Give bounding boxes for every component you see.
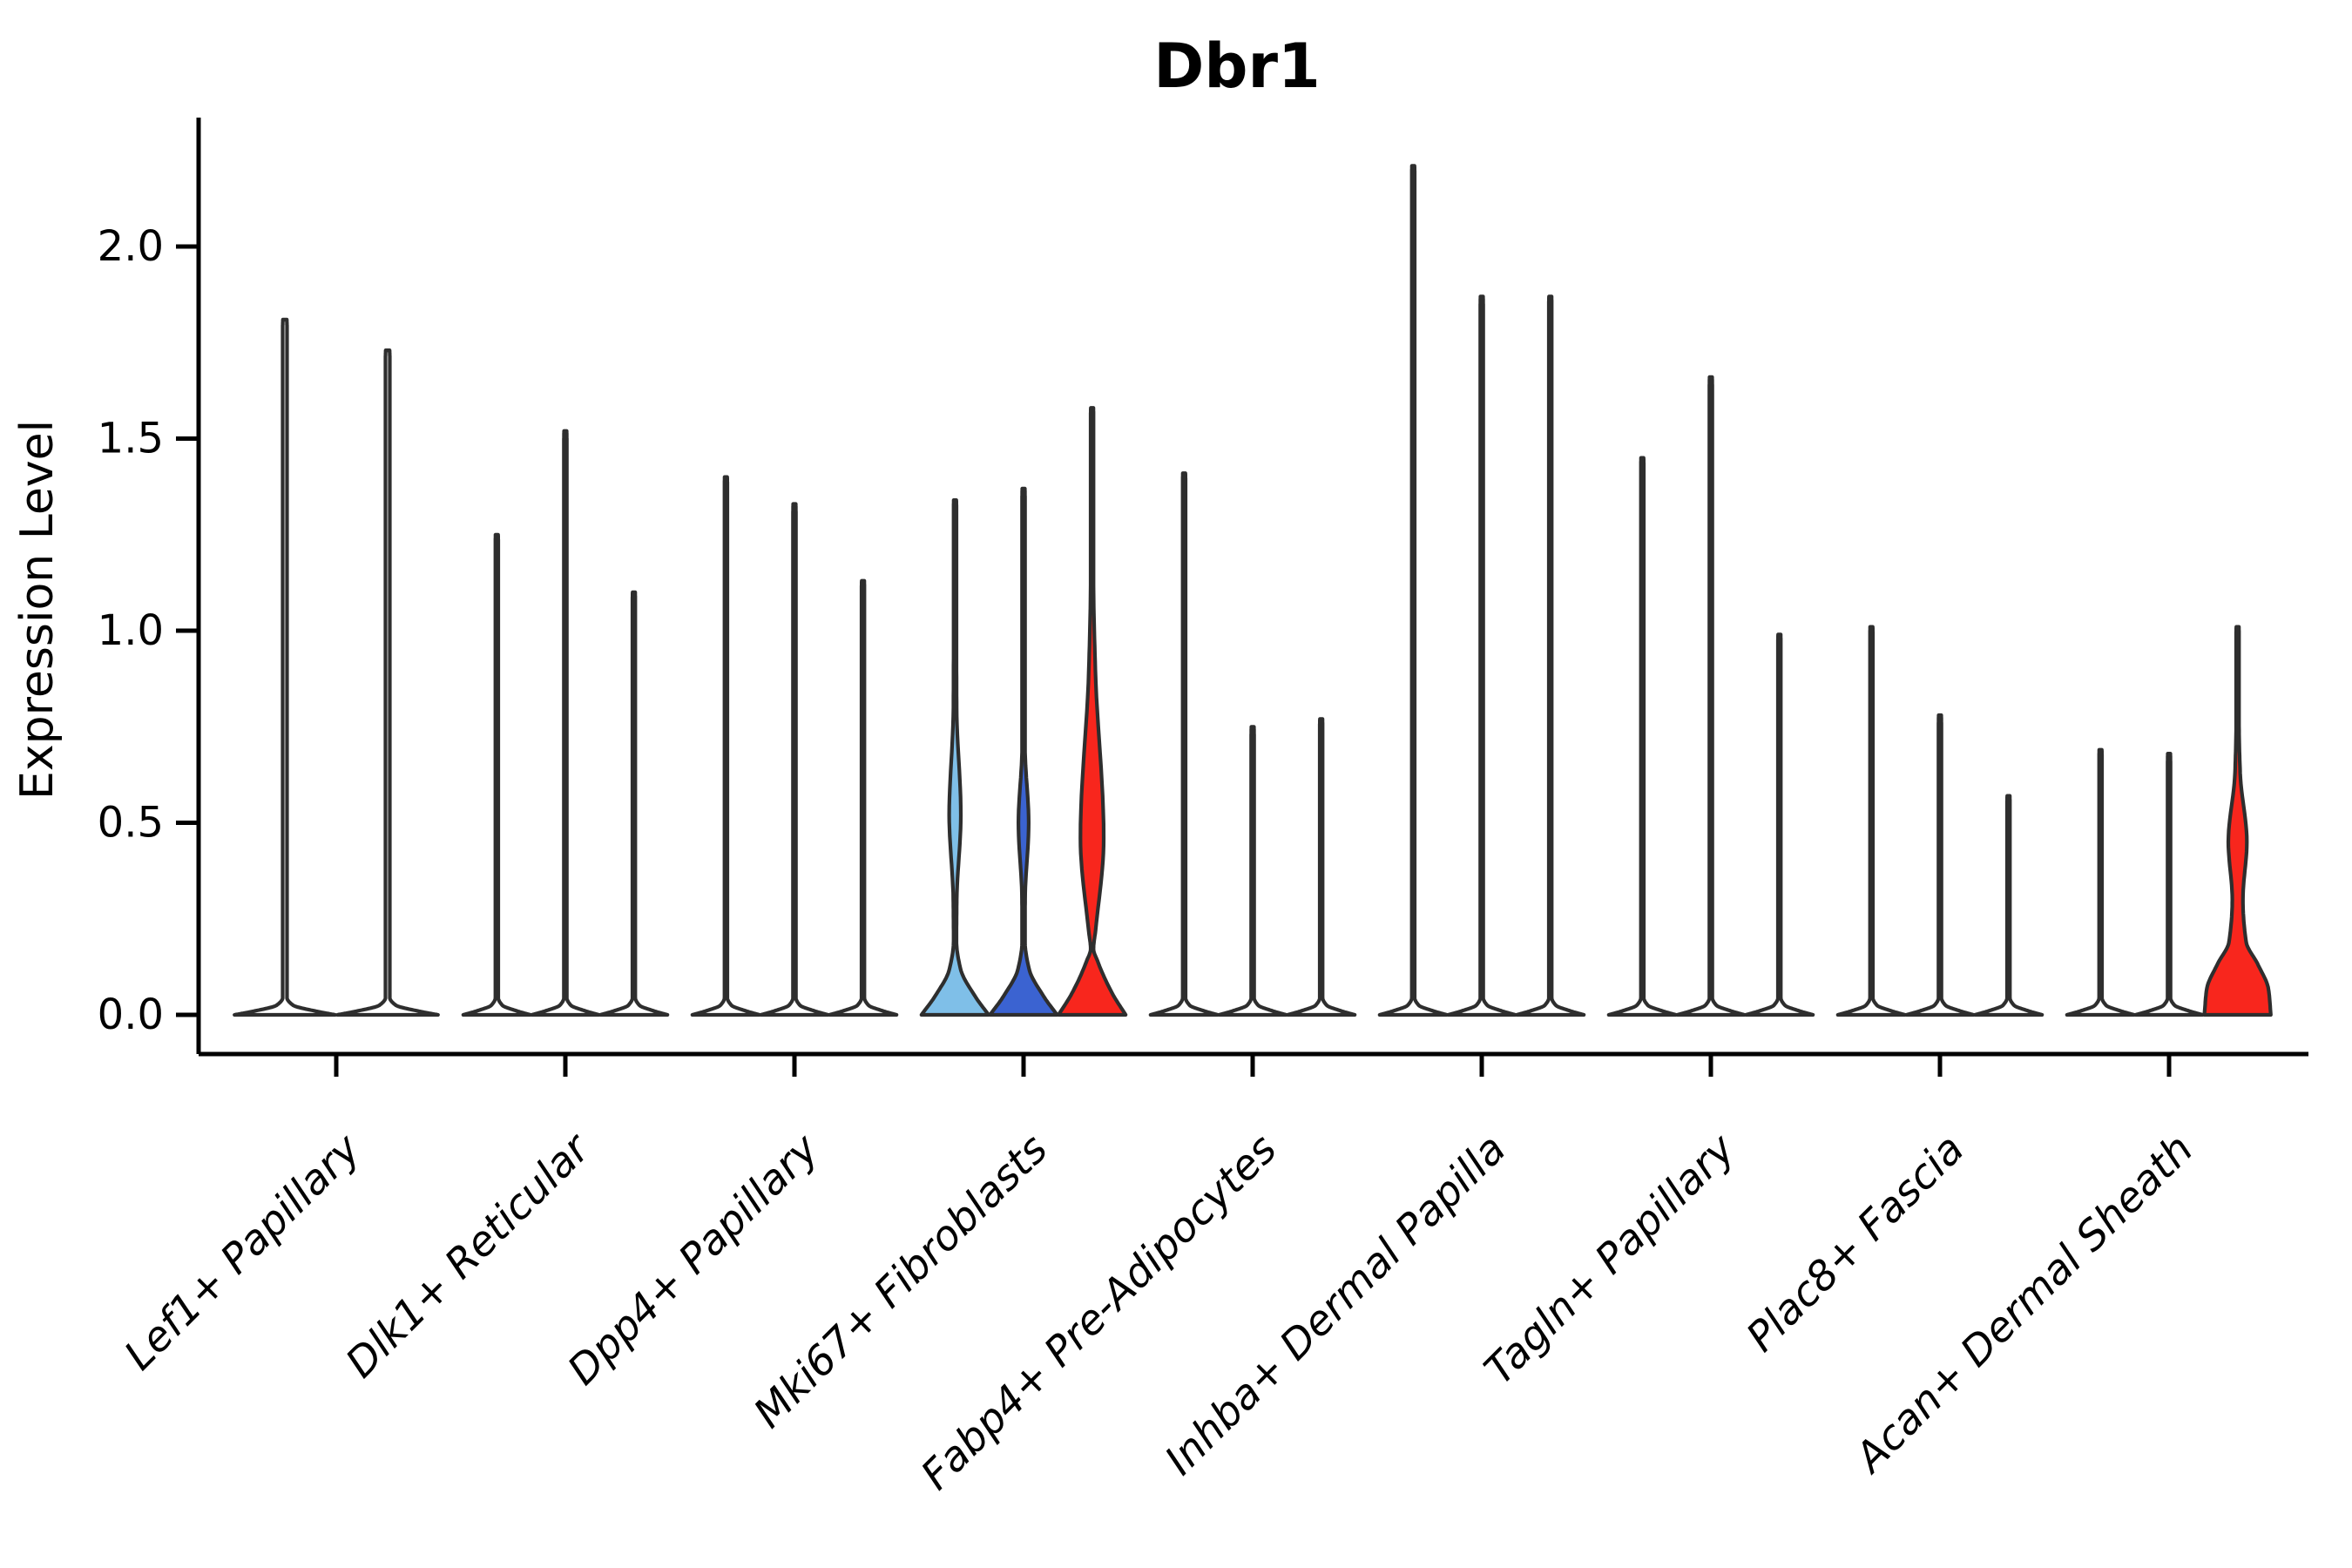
violin-lef1-papillary-2 [335, 348, 440, 1017]
y-axis-ticks: 0.0 0.5 1.0 1.5 2.0 [98, 222, 199, 1039]
violin-mki67-fibroblasts-2 [988, 486, 1059, 1017]
violin-fabp4-pre-adipocytes-2 [1217, 725, 1288, 1017]
y-tick-label: 0.5 [98, 799, 164, 848]
violin-dpp4-papillary-2 [759, 502, 830, 1017]
y-tick-label: 1.5 [98, 415, 164, 463]
x-tick-label-dlk1-reticular: Dlk1+ Reticular [337, 1124, 601, 1388]
violins-layer [233, 164, 2273, 1017]
violin-tagln-papillary-3 [1744, 632, 1815, 1017]
violin-dpp4-papillary-3 [828, 578, 899, 1017]
violin-dlk1-reticular-2 [530, 429, 601, 1017]
chart-title: Dbr1 [1153, 30, 1320, 102]
violin-acan-dermal-sheath-2 [2133, 752, 2205, 1017]
y-tick-label: 0.0 [98, 990, 164, 1039]
violin-tagln-papillary-1 [1606, 456, 1678, 1017]
violin-mki67-fibroblasts-1 [919, 498, 990, 1017]
violin-dpp4-papillary-1 [690, 475, 761, 1017]
violin-dlk1-reticular-3 [598, 590, 670, 1017]
violin-inhba-dermal-papilla-1 [1377, 164, 1449, 1017]
violin-plac8-fascia-2 [1904, 713, 1976, 1017]
x-tick-label-plac8-fascia: Plac8+ Fascia [1737, 1125, 1973, 1362]
violin-mki67-fibroblasts-3 [1057, 406, 1128, 1017]
violin-tagln-papillary-2 [1675, 375, 1747, 1017]
y-tick-label: 1.0 [98, 606, 164, 655]
violin-acan-dermal-sheath-1 [2065, 747, 2136, 1017]
x-tick-label-dpp4-papillary: Dpp4+ Papillary [558, 1125, 828, 1395]
x-tick-label-tagln-papillary: Tagln+ Papillary [1476, 1125, 1746, 1395]
y-axis-label: Expression Level [11, 420, 64, 800]
violin-dlk1-reticular-1 [461, 532, 532, 1017]
violin-acan-dermal-sheath-3 [2202, 625, 2273, 1017]
violin-fabp4-pre-adipocytes-1 [1148, 471, 1220, 1017]
x-tick-label-lef1-papillary: Lef1+ Papillary [115, 1125, 370, 1380]
violin-lef1-papillary-1 [233, 317, 337, 1017]
violin-inhba-dermal-papilla-3 [1515, 294, 1586, 1017]
violin-inhba-dermal-papilla-2 [1446, 294, 1517, 1017]
violin-plac8-fascia-1 [1835, 625, 1907, 1017]
violin-fabp4-pre-adipocytes-3 [1286, 717, 1357, 1017]
y-tick-label: 2.0 [98, 222, 164, 271]
violin-plac8-fascia-3 [1973, 794, 2044, 1017]
